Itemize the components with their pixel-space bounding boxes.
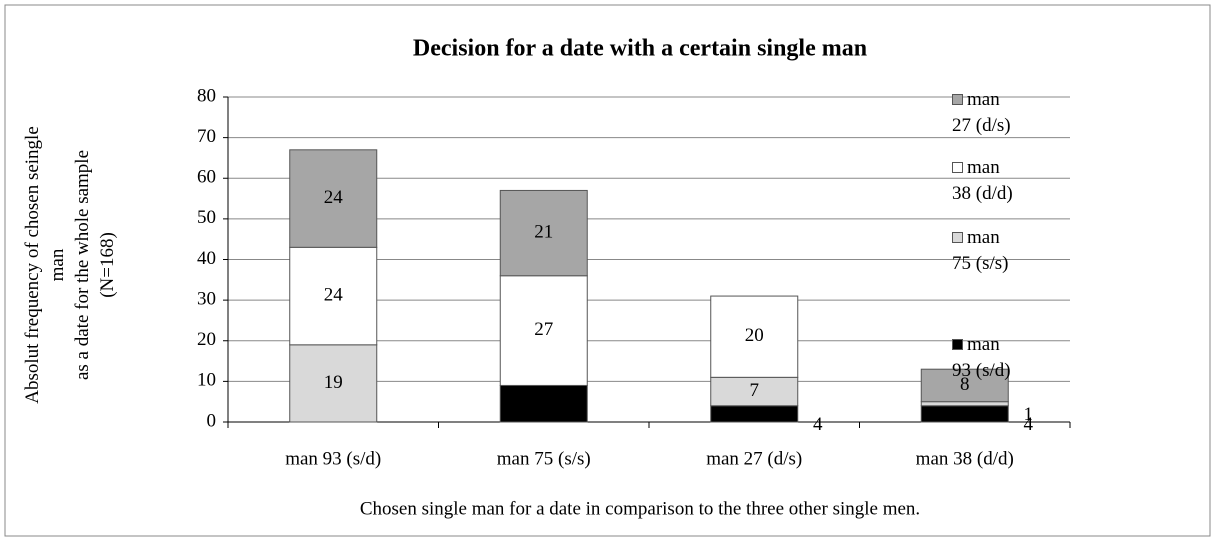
data-label: 9 bbox=[539, 392, 549, 413]
data-label: 1 bbox=[1024, 404, 1034, 425]
data-label: 8 bbox=[960, 374, 970, 395]
y-tick-label: 80 bbox=[197, 85, 216, 106]
chart-title: Decision for a date with a certain singl… bbox=[413, 36, 867, 62]
data-label: 24 bbox=[324, 187, 344, 208]
bar-segment bbox=[289, 344, 378, 423]
legend-label: man 27 (d/s) bbox=[952, 89, 1011, 136]
bar-segment bbox=[920, 405, 1009, 423]
legend-label: man 38 (d/d) bbox=[952, 157, 1013, 204]
y-tick-label: 20 bbox=[197, 329, 216, 350]
y-tick-label: 0 bbox=[207, 410, 217, 431]
bar-segment bbox=[710, 295, 799, 378]
bar-segment bbox=[920, 401, 1009, 407]
legend-swatch bbox=[952, 339, 963, 350]
bar-segment bbox=[289, 149, 378, 248]
bar-segment bbox=[920, 368, 1009, 403]
data-label: 19 bbox=[324, 372, 343, 393]
legend-item: man 38 (d/d) bbox=[952, 155, 1022, 207]
bar-segment bbox=[289, 246, 378, 346]
bar-segment bbox=[710, 376, 799, 407]
data-label: 24 bbox=[324, 284, 344, 305]
legend-label: man 93 (s/d) bbox=[952, 334, 1011, 381]
y-tick-label: 70 bbox=[197, 126, 216, 147]
legend-swatch bbox=[952, 162, 963, 173]
bar-segment bbox=[710, 405, 799, 423]
legend-item: man 27 (d/s) bbox=[952, 87, 1022, 139]
y-axis-title-line: (N=168) bbox=[97, 232, 118, 298]
y-tick-label: 50 bbox=[197, 207, 216, 228]
x-tick-label: man 27 (d/s) bbox=[706, 448, 802, 469]
data-label: 21 bbox=[534, 221, 553, 242]
data-label: 4 bbox=[813, 414, 823, 435]
bar-segment bbox=[499, 275, 588, 386]
data-label: 27 bbox=[534, 319, 553, 340]
x-tick-label: man 93 (s/d) bbox=[285, 448, 381, 469]
x-tick-label: man 75 (s/s) bbox=[497, 448, 591, 469]
y-tick-label: 10 bbox=[197, 370, 216, 391]
data-label: 4 bbox=[1024, 414, 1034, 435]
legend-item: man 93 (s/d) bbox=[952, 332, 1022, 384]
y-axis-title-line: as a date for the whole sample bbox=[72, 150, 93, 380]
x-tick-label: man 38 (d/d) bbox=[916, 448, 1014, 469]
bar-segment bbox=[499, 189, 588, 277]
legend-item: man 75 (s/s) bbox=[952, 225, 1022, 277]
legend-swatch bbox=[952, 232, 963, 243]
y-axis-title: Absolut frequency of chosen seingle man as… bbox=[22, 126, 118, 404]
x-axis-title: Chosen single man for a date in comparis… bbox=[360, 498, 920, 519]
legend-swatch bbox=[952, 94, 963, 105]
legend-label: man 75 (s/s) bbox=[952, 227, 1009, 274]
y-axis-title-line: man bbox=[47, 248, 68, 281]
data-label: 7 bbox=[750, 380, 760, 401]
y-tick-label: 60 bbox=[197, 167, 216, 188]
y-tick-label: 40 bbox=[197, 248, 216, 269]
y-tick-label: 30 bbox=[197, 288, 216, 309]
y-axis-title-line: Absolut frequency of chosen seingle bbox=[22, 126, 43, 404]
frame bbox=[4, 4, 1211, 537]
data-label: 20 bbox=[745, 325, 764, 346]
